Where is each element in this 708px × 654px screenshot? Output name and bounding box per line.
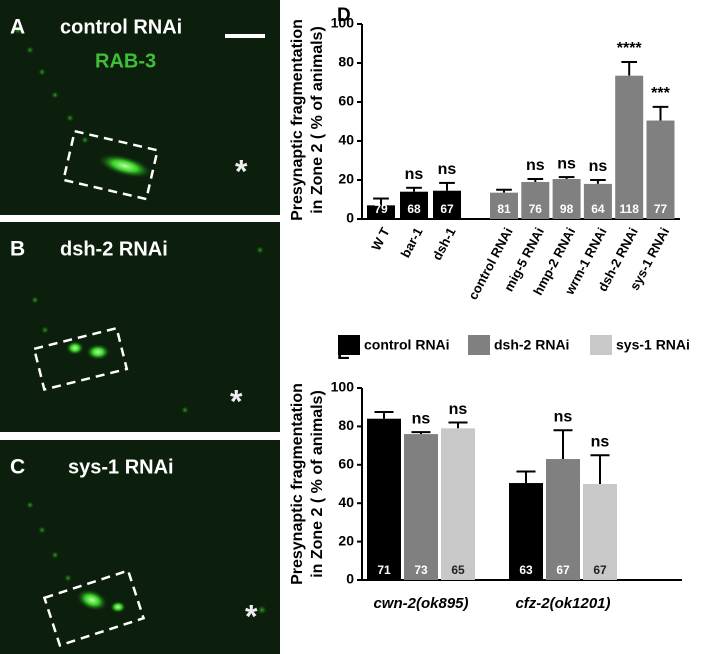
y-tick-label: 100 — [331, 15, 355, 31]
x-tick-label: cfz-2(ok1201) — [515, 595, 610, 612]
count-label: 67 — [556, 563, 570, 577]
count-label: 77 — [654, 202, 668, 216]
count-label: 68 — [407, 202, 421, 216]
legend-label: control RNAi — [364, 337, 450, 353]
micrograph-c — [0, 440, 280, 654]
bar — [490, 192, 518, 219]
y-tick-label: 80 — [338, 417, 354, 433]
significance-label: *** — [651, 85, 670, 102]
significance-label: ns — [591, 433, 610, 450]
legend-label: dsh-2 RNAi — [494, 337, 569, 353]
count-label: 81 — [497, 202, 511, 216]
count-label: 73 — [414, 563, 428, 577]
count-label: 98 — [560, 202, 574, 216]
significance-label: ns — [526, 157, 545, 174]
bar — [646, 120, 675, 219]
y-tick-label: 40 — [338, 494, 354, 510]
asterisk-marker: * — [235, 153, 248, 189]
y-tick-label: 0 — [346, 210, 354, 226]
bar — [521, 181, 550, 219]
y-tick-label: 100 — [331, 379, 355, 395]
bar — [615, 75, 644, 219]
bar — [367, 418, 401, 580]
bar — [404, 434, 438, 580]
bar — [367, 205, 395, 219]
significance-label: ns — [449, 401, 468, 418]
y-tick-label: 20 — [338, 171, 354, 187]
x-tick-label: bar-1 — [398, 225, 426, 260]
bar — [583, 183, 612, 219]
significance-label: ns — [557, 155, 576, 172]
asterisk-marker: * — [230, 383, 243, 419]
image-caption: sys-1 RNAi — [68, 456, 174, 478]
y-axis-label: in Zone 2 ( % of animals) — [309, 390, 326, 578]
x-tick-label: cwn-2(ok895) — [373, 595, 468, 612]
micrograph-a — [0, 0, 280, 215]
legend-swatch — [590, 335, 612, 355]
y-axis-label: Presynaptic fragmentation — [289, 383, 306, 585]
panel-label: C — [10, 456, 25, 479]
bar — [583, 484, 617, 580]
significance-label: **** — [617, 40, 643, 57]
significance-label: ns — [438, 161, 457, 178]
count-label: 67 — [440, 202, 454, 216]
legend-swatch — [338, 335, 360, 355]
count-label: 67 — [593, 563, 607, 577]
count-label: 79 — [374, 202, 388, 216]
panel-label: D — [337, 5, 351, 26]
y-tick-label: 0 — [346, 571, 354, 587]
y-tick-label: 40 — [338, 132, 354, 148]
significance-label: ns — [412, 410, 431, 427]
bar — [400, 191, 428, 219]
stain-label: RAB-3 — [95, 50, 156, 72]
bar — [552, 179, 581, 219]
count-label: 118 — [620, 202, 640, 216]
y-axis-label: Presynaptic fragmentation — [289, 19, 306, 221]
bar — [546, 459, 580, 580]
micrograph-b — [0, 222, 280, 432]
asterisk-marker: * — [245, 598, 258, 634]
x-tick-label: W T — [368, 225, 392, 253]
count-label: 64 — [591, 202, 605, 216]
significance-label: ns — [405, 166, 424, 183]
bar — [433, 190, 461, 219]
legend-label: sys-1 RNAi — [616, 337, 690, 353]
significance-label: ns — [554, 408, 573, 425]
image-caption: dsh-2 RNAi — [60, 238, 168, 260]
x-tick-label: dsh-1 — [429, 225, 459, 263]
y-axis-label: in Zone 2 ( % of animals) — [309, 26, 326, 214]
bar — [441, 428, 475, 580]
image-caption: control RNAi — [60, 16, 182, 38]
legend-swatch — [468, 335, 490, 355]
bar — [509, 483, 543, 580]
panel-label: B — [10, 238, 25, 261]
count-label: 63 — [519, 563, 533, 577]
count-label: 65 — [451, 563, 465, 577]
panel-label: A — [10, 16, 25, 39]
y-tick-label: 80 — [338, 54, 354, 70]
y-tick-label: 60 — [338, 456, 354, 472]
count-label: 71 — [377, 563, 391, 577]
y-tick-label: 20 — [338, 532, 354, 548]
significance-label: ns — [589, 158, 608, 175]
count-label: 76 — [529, 202, 543, 216]
y-tick-label: 60 — [338, 93, 354, 109]
